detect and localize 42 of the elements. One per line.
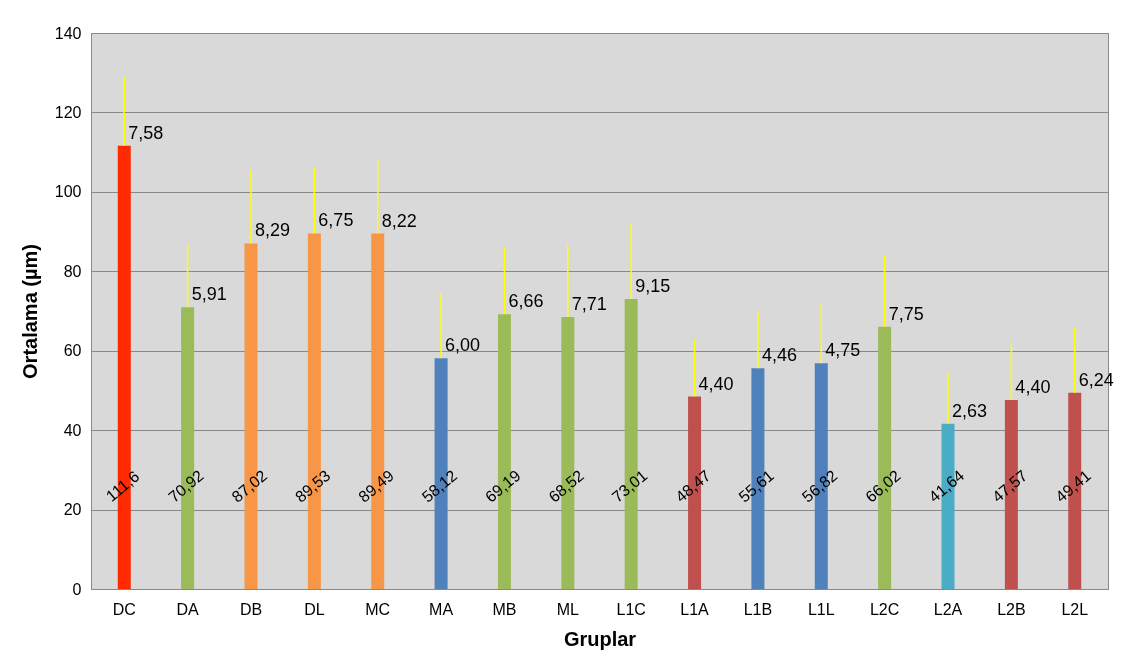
x-tick-label: MC [365, 600, 391, 618]
x-tick-label: L1L [807, 600, 835, 618]
annotation: 6,00 [445, 335, 481, 356]
annotation: 4,46 [761, 345, 797, 366]
x-tick-label: DB [239, 600, 263, 618]
x-tick-label: MB [492, 600, 517, 618]
x-tick-label: DL [304, 600, 325, 618]
annotation: 8,22 [381, 210, 417, 231]
annotation: 6,24 [1078, 369, 1114, 390]
y-tick-label: 100 [54, 183, 82, 201]
y-tick-label: 80 [63, 262, 82, 280]
annotation: 4,40 [1015, 377, 1051, 398]
x-tick-label: L1B [743, 600, 773, 618]
x-tick-label: L1C [616, 600, 646, 618]
y-tick-label: 0 [72, 580, 82, 598]
annotation: 7,58 [128, 122, 164, 143]
x-tick-label: ML [556, 600, 580, 618]
annotation: 4,40 [698, 373, 734, 394]
annotation: 6,66 [508, 291, 544, 312]
x-tick-label: L2A [933, 600, 963, 618]
y-tick-label: 140 [54, 24, 82, 42]
y-tick-label: 120 [54, 103, 82, 121]
y-tick-label: 40 [63, 421, 82, 439]
x-tick-label: L2B [997, 600, 1026, 618]
annotation: 8,29 [255, 220, 291, 241]
y-tick-label: 20 [63, 501, 82, 519]
x-tick-label: DA [176, 600, 200, 618]
annotation: 2,63 [952, 400, 988, 421]
annotation: 6,75 [318, 210, 354, 231]
annotation: 5,91 [191, 284, 227, 305]
x-tick-label: L2C [869, 600, 900, 618]
x-tick-label: L1A [680, 600, 710, 618]
x-tick-label: MA [429, 600, 454, 618]
annotation: 7,75 [888, 303, 924, 324]
annotation: 4,75 [825, 340, 861, 361]
annotation: 7,71 [571, 293, 607, 314]
y-axis-title: Ortalama (µm) [18, 244, 41, 379]
x-tick-label: DC [112, 600, 136, 618]
x-axis-title: Gruplar [563, 627, 637, 650]
x-tick-label: L2L [1061, 600, 1089, 618]
y-tick-label: 60 [63, 342, 82, 360]
annotation: 9,15 [635, 276, 671, 297]
